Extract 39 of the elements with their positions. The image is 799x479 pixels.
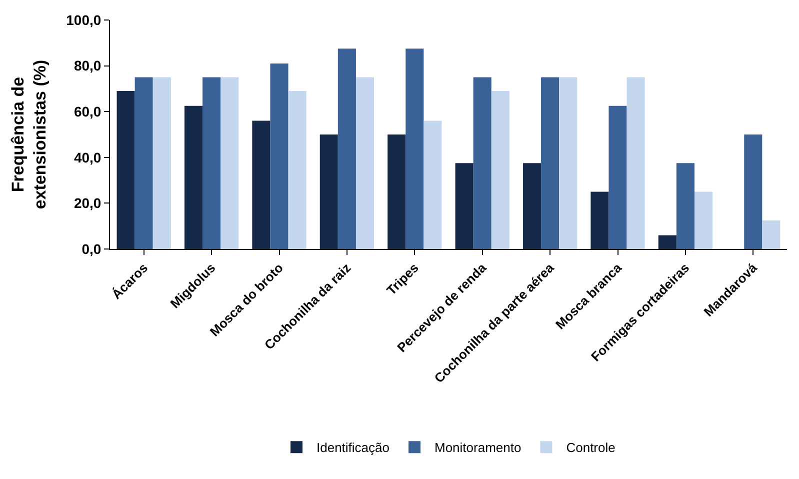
y-axis-title: Frequência de extensionistas (%): [8, 60, 50, 210]
bar: [608, 106, 627, 249]
bar: [406, 48, 424, 249]
bar: [424, 120, 442, 249]
bar: [473, 77, 492, 249]
bar: [559, 77, 578, 249]
bar: [320, 134, 338, 249]
bar: [590, 192, 609, 249]
bar: [626, 77, 645, 249]
bar: [116, 90, 135, 249]
y-tick-label: 80,0: [74, 58, 102, 74]
y-tick-label: 100,0: [66, 12, 102, 28]
y-tick-label: 0,0: [82, 240, 102, 257]
bar: [658, 235, 676, 249]
legend-label: Monitoramento: [434, 440, 522, 456]
bar: [455, 163, 474, 249]
bar: [356, 77, 374, 249]
bar: [270, 64, 288, 249]
bar: [522, 163, 542, 249]
legend-label: Controle: [566, 440, 616, 456]
bar: [541, 77, 560, 249]
bar: [202, 77, 221, 249]
bar: [491, 90, 510, 249]
y-tick-label: 20,0: [74, 195, 102, 212]
y-tick-label: 40,0: [74, 149, 102, 166]
bar: [288, 90, 306, 249]
y-tick-label: 60,0: [74, 104, 102, 120]
bar: [134, 77, 153, 249]
bar: [184, 106, 203, 249]
bar: [152, 77, 171, 249]
bar: [252, 120, 270, 249]
bar: [744, 134, 762, 249]
bar: [762, 220, 780, 249]
bar: [220, 77, 239, 249]
bar: [388, 134, 406, 249]
bar: [676, 163, 694, 249]
bar: [338, 48, 356, 249]
legend-label: Identificação: [316, 440, 390, 456]
bar: [694, 192, 713, 249]
